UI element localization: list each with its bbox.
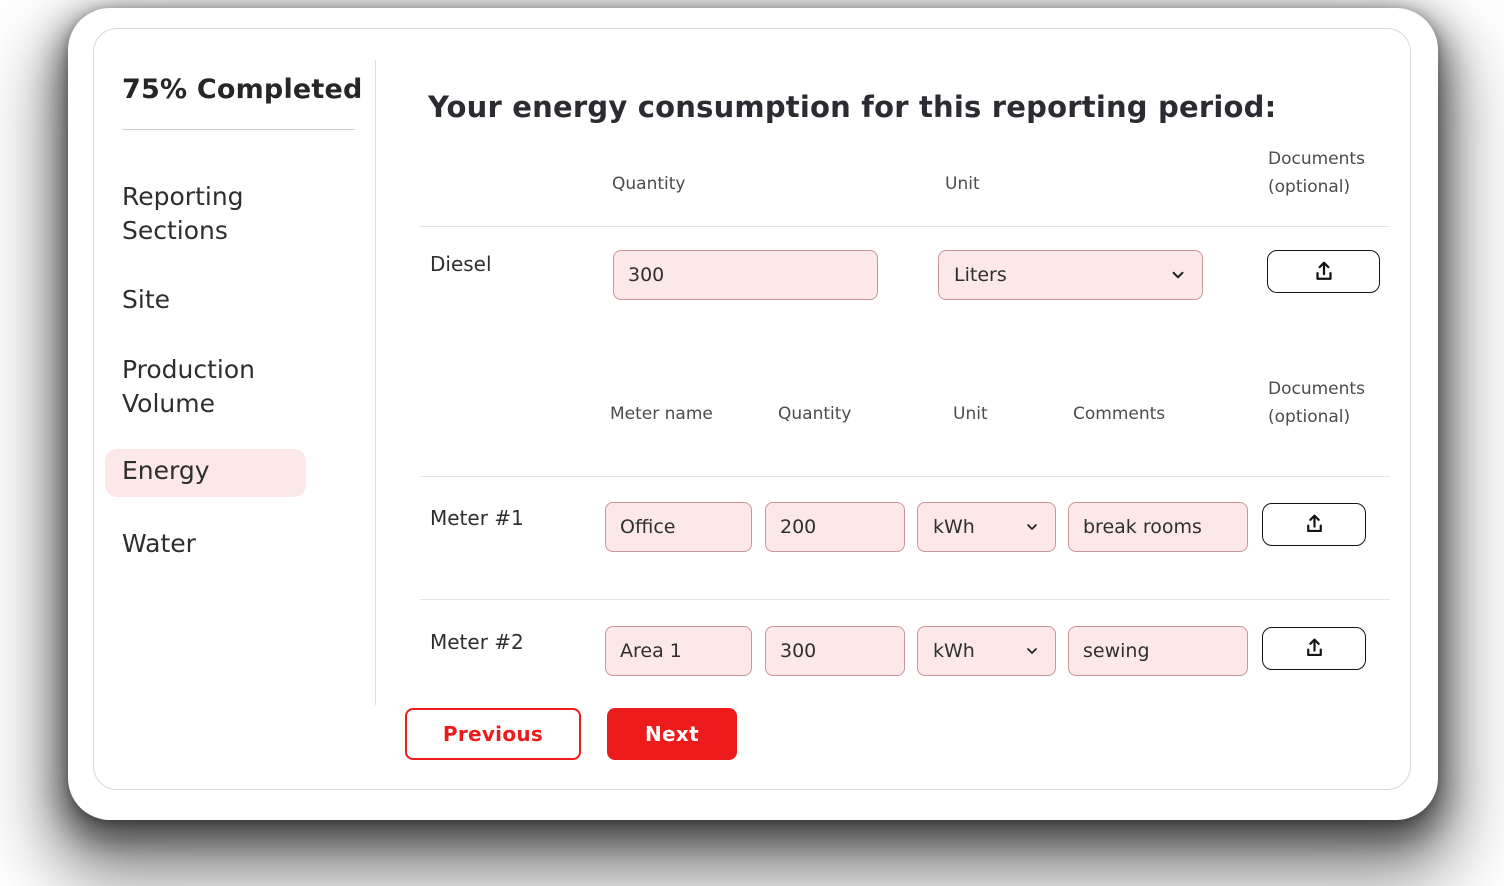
chevron-down-icon xyxy=(1169,266,1187,284)
meter-header-name: Meter name xyxy=(610,404,713,424)
meter1-quantity-input[interactable] xyxy=(765,502,905,552)
meter-header-documents-line1: Documents xyxy=(1268,379,1365,399)
sidebar-item-energy-label: Energy xyxy=(122,456,210,485)
meter2-name-input[interactable] xyxy=(605,626,752,676)
fuel-header-unit: Unit xyxy=(945,174,980,194)
progress-label: 75% Completed xyxy=(122,74,363,105)
upload-icon xyxy=(1302,512,1327,537)
meter2-unit-value: kWh xyxy=(933,640,975,662)
chevron-down-icon xyxy=(1024,643,1040,659)
chevron-down-icon xyxy=(1024,519,1040,535)
fuel-header-quantity: Quantity xyxy=(612,174,686,194)
sidebar-item-energy[interactable]: Energy xyxy=(105,449,306,497)
sidebar-item-site[interactable]: Site xyxy=(122,285,170,314)
diesel-quantity-input[interactable] xyxy=(613,250,878,300)
meter2-unit-select[interactable]: kWh xyxy=(917,626,1056,676)
next-button[interactable]: Next xyxy=(607,708,737,760)
meter-row-label: Meter #2 xyxy=(430,630,524,654)
meter-header-unit: Unit xyxy=(953,404,988,424)
fuel-header-documents-line2: (optional) xyxy=(1268,177,1351,197)
meter-header-documents: Documents (optional) xyxy=(1268,375,1365,431)
sidebar-divider xyxy=(122,129,355,130)
meter2-comments-input[interactable] xyxy=(1068,626,1248,676)
meter1-unit-select[interactable]: kWh xyxy=(917,502,1056,552)
sidebar-item-water[interactable]: Water xyxy=(122,529,196,558)
upload-icon xyxy=(1311,259,1337,285)
meter2-quantity-input[interactable] xyxy=(765,626,905,676)
fuel-header-documents-line1: Documents xyxy=(1268,149,1365,169)
meter-header-quantity: Quantity xyxy=(778,404,852,424)
meter-row1-divider xyxy=(420,476,1390,477)
diesel-unit-select[interactable]: Liters xyxy=(938,250,1203,300)
fuel-header-documents: Documents (optional) xyxy=(1268,145,1365,201)
sidebar-item-reporting-sections[interactable]: Reporting Sections xyxy=(122,182,244,245)
meter-header-comments: Comments xyxy=(1073,404,1166,424)
meter-row2-divider xyxy=(420,599,1390,600)
previous-button[interactable]: Previous xyxy=(405,708,581,760)
meter1-comments-input[interactable] xyxy=(1068,502,1248,552)
meter-header-documents-line2: (optional) xyxy=(1268,407,1351,427)
meter1-unit-value: kWh xyxy=(933,516,975,538)
meter-row-label: Meter #1 xyxy=(430,506,524,530)
page-title: Your energy consumption for this reporti… xyxy=(428,90,1277,124)
sidebar-item-production-volume[interactable]: Production Volume xyxy=(122,355,256,418)
meter2-upload-button[interactable] xyxy=(1262,627,1366,670)
diesel-unit-value: Liters xyxy=(954,264,1007,286)
sidebar-content-divider xyxy=(375,60,376,705)
upload-icon xyxy=(1302,636,1327,661)
diesel-upload-button[interactable] xyxy=(1267,250,1380,293)
fuel-row-label: Diesel xyxy=(430,252,492,276)
meter1-upload-button[interactable] xyxy=(1262,503,1366,546)
fuel-table-divider xyxy=(420,226,1390,227)
meter1-name-input[interactable] xyxy=(605,502,752,552)
